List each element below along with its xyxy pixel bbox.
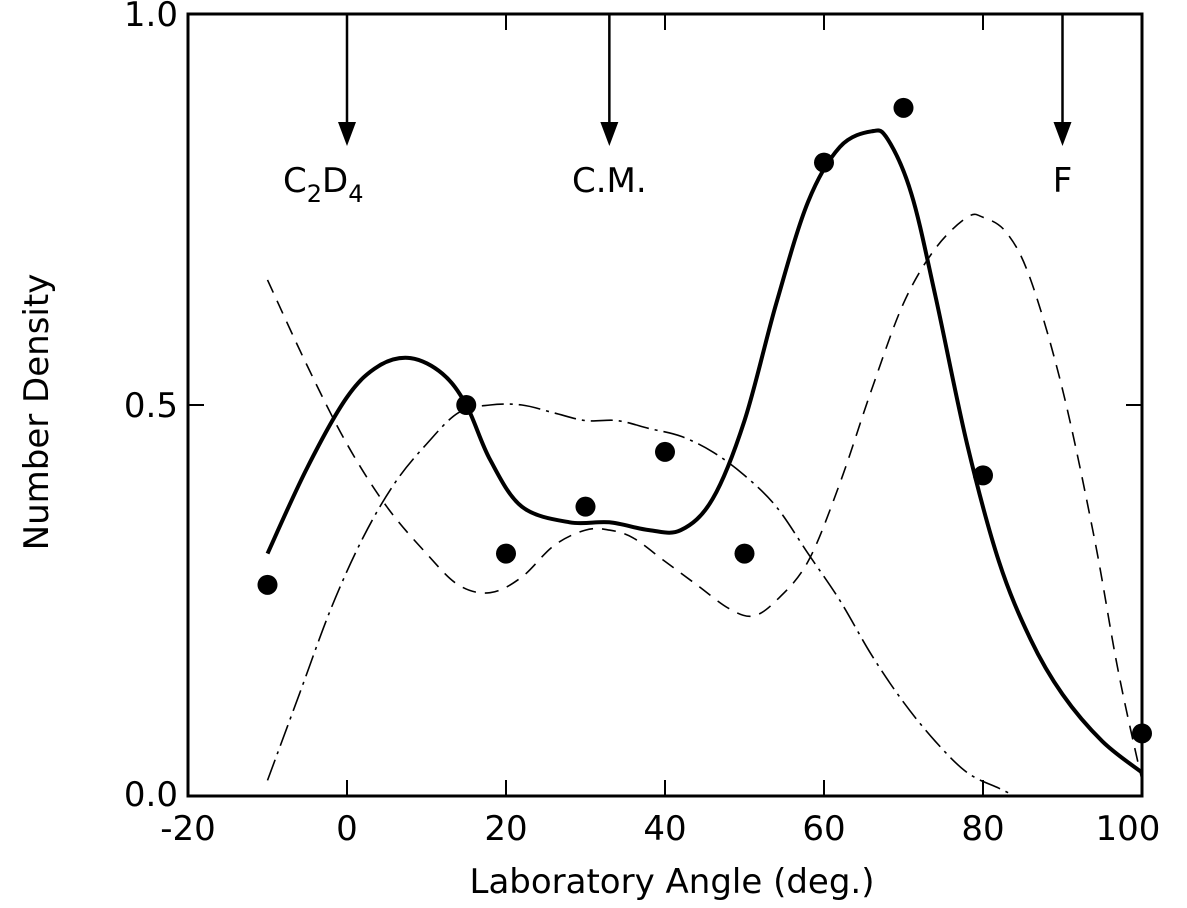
annotation-arrowhead	[1053, 122, 1072, 146]
annotation-label: F	[1053, 161, 1073, 201]
x-tick-label: 40	[643, 809, 686, 849]
y-tick-label: 0.0	[124, 775, 178, 815]
y-tick-label: 0.5	[124, 386, 178, 426]
annotation-label: C.M.	[572, 161, 647, 201]
x-tick-label: -20	[160, 809, 216, 849]
data-point	[655, 441, 675, 462]
data-point	[1132, 723, 1152, 744]
y-tick-label: 1.0	[124, 0, 178, 35]
data-point	[814, 152, 834, 173]
data-point	[257, 574, 278, 595]
curves	[265, 128, 1144, 797]
data-points	[257, 97, 1152, 744]
x-tick-label: 60	[802, 809, 845, 849]
y-axis-title: Number Density	[17, 274, 57, 551]
x-tick-label: 20	[484, 809, 527, 849]
annotation-arrowhead	[600, 122, 619, 146]
data-point	[496, 543, 516, 564]
data-point	[734, 543, 755, 564]
x-tick-label: 100	[1096, 809, 1161, 849]
data-point	[456, 395, 477, 415]
annotations: C2D4 C.M. F	[283, 14, 1072, 208]
curve-dash-dot	[266, 403, 1016, 797]
data-point	[575, 496, 596, 517]
axis-ticks	[187, 13, 1143, 797]
x-tick-label: 80	[961, 809, 1004, 849]
x-tick-label: 0	[336, 809, 358, 849]
curve-solid-thick	[265, 128, 1144, 775]
x-axis-title: Laboratory Angle (deg.)	[470, 862, 875, 902]
data-point	[973, 465, 993, 486]
data-point	[893, 97, 914, 118]
plot-frame	[186, 12, 1144, 798]
curve-dashed	[266, 213, 1143, 781]
tick-labels: -20 0 20 40 60 80 100 0.0 0.5 1.0	[124, 0, 1161, 849]
annotation-arrowhead	[338, 122, 356, 146]
annotation-label-c2d4: C2D4	[283, 161, 364, 208]
